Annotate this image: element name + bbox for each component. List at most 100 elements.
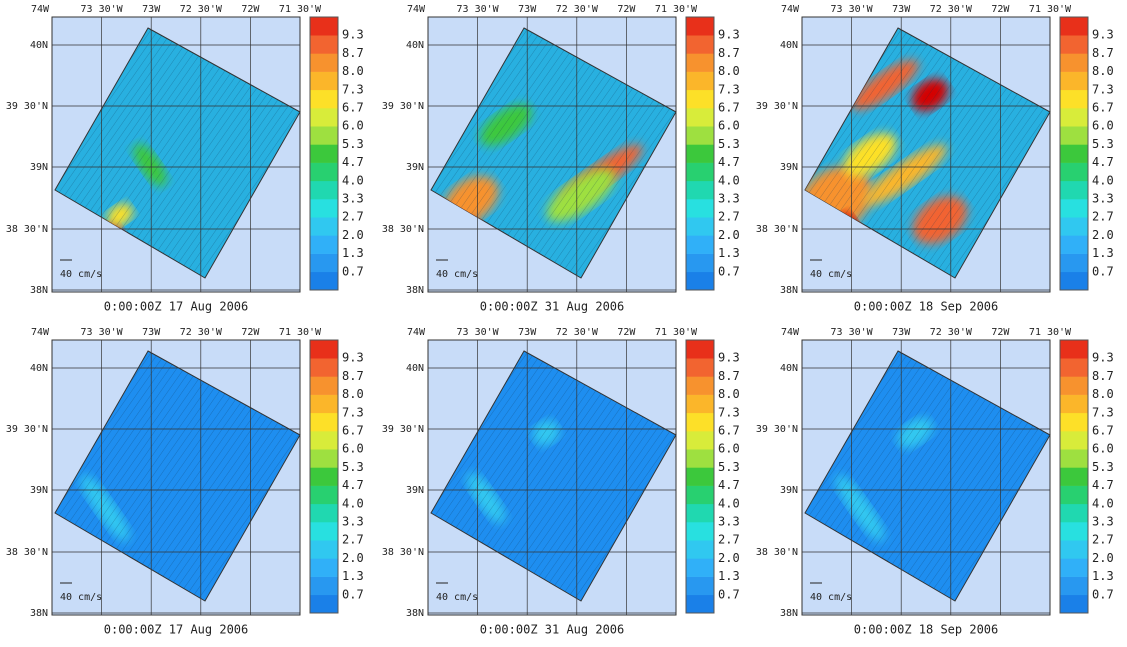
colorbar-bin	[1060, 576, 1088, 596]
colorbar-bin	[310, 412, 338, 432]
colorbar-label: 1.3	[342, 246, 364, 260]
lat-label: 38 30'N	[6, 547, 48, 558]
map-panel: 74W 73 30'W 73W 72 30'W 72W 71 30'W 40N 39 30'N…	[756, 4, 1114, 314]
lon-label: 73W	[518, 4, 537, 15]
colorbar-bin	[686, 71, 714, 91]
colorbar-bin	[310, 180, 338, 200]
colorbar-bin	[1060, 558, 1088, 577]
colorbar-label: 8.0	[718, 387, 740, 401]
colorbar-label: 2.0	[1092, 551, 1114, 565]
lat-label: 40N	[406, 40, 424, 51]
caption: 0:00:00Z 31 Aug 2006	[480, 623, 625, 637]
colorbar-bin	[310, 485, 338, 505]
colorbar-bin	[686, 199, 714, 218]
caption: 0:00:00Z 17 Aug 2006	[104, 623, 249, 637]
colorbar-bin	[686, 271, 714, 291]
colorbar-label: 6.0	[718, 119, 740, 133]
colorbar-bin	[1060, 340, 1088, 359]
colorbar-label: 2.7	[1092, 533, 1114, 547]
colorbar-label: 9.3	[342, 28, 364, 42]
colorbar-label: 9.3	[718, 28, 740, 42]
colorbar: 0.7 1.3 2.0 2.7 3.3 4.0 4.7 5.3 6.0 6.7 7.3 8.0 8.7 9…	[685, 16, 740, 291]
colorbar-label: 1.3	[718, 246, 740, 260]
colorbar-label: 6.7	[1092, 424, 1114, 438]
colorbar-label: 9.3	[1092, 351, 1114, 365]
colorbar-bin	[1060, 253, 1088, 273]
colorbar-bin	[1060, 485, 1088, 505]
lon-label: 74W	[781, 4, 800, 15]
colorbar-bin	[310, 594, 338, 614]
caption: 0:00:00Z 17 Aug 2006	[104, 300, 249, 314]
colorbar-bin	[1060, 358, 1088, 377]
colorbar-bin	[1060, 394, 1088, 414]
colorbar-label: 2.0	[342, 551, 364, 565]
colorbar-label: 5.3	[718, 137, 740, 151]
colorbar-label: 9.3	[718, 351, 740, 365]
colorbar-label: 6.7	[342, 424, 364, 438]
colorbar-label: 6.0	[342, 119, 364, 133]
colorbar-label: 3.3	[1092, 192, 1114, 206]
velocity-vectors	[431, 28, 676, 278]
colorbar-label: 7.3	[718, 82, 740, 96]
lat-label: 39 30'N	[6, 101, 48, 112]
lon-label: 72W	[991, 327, 1010, 338]
map-panel: 74W 73 30'W 73W 72 30'W 72W 71 30'W 40N 39 30'N…	[756, 327, 1114, 637]
colorbar-bin	[310, 199, 338, 218]
colorbar-bin	[686, 235, 714, 254]
lat-label: 38N	[30, 608, 48, 619]
colorbar-label: 0.7	[342, 587, 364, 601]
lat-label: 39N	[406, 485, 424, 496]
colorbar-label: 7.3	[718, 405, 740, 419]
lat-label: 38N	[780, 285, 798, 296]
colorbar-label: 8.7	[718, 46, 740, 60]
caption: 0:00:00Z 18 Sep 2006	[854, 623, 999, 637]
colorbar-label: 4.7	[718, 478, 740, 492]
colorbar: 0.7 1.3 2.0 2.7 3.3 4.0 4.7 5.3 6.0 6.7 7.3 8.0 8.7 9…	[685, 339, 740, 614]
lon-label: 74W	[31, 327, 50, 338]
scale-label: 40 cm/s	[436, 269, 478, 280]
colorbar-bin	[310, 17, 338, 36]
colorbar-bin	[686, 89, 714, 109]
colorbar-label: 4.0	[718, 173, 740, 187]
colorbar-frame	[685, 339, 715, 614]
lon-label: 73 30'W	[81, 4, 124, 15]
colorbar-bin	[1060, 217, 1088, 236]
colorbar-bin	[686, 358, 714, 377]
colorbar-label: 4.7	[342, 478, 364, 492]
colorbar-bin	[310, 108, 338, 127]
colorbar-label: 4.0	[718, 496, 740, 510]
lon-label: 71 30'W	[279, 327, 322, 338]
colorbar-frame	[309, 16, 339, 291]
colorbar-bin	[1060, 522, 1088, 541]
colorbar-bin	[1060, 594, 1088, 614]
lon-label: 72W	[241, 327, 260, 338]
lat-label: 38N	[30, 285, 48, 296]
velocity-vectors	[431, 351, 676, 601]
colorbar-bin	[1060, 162, 1088, 182]
colorbar-label: 5.3	[342, 137, 364, 151]
colorbar-label: 2.0	[718, 551, 740, 565]
colorbar: 0.7 1.3 2.0 2.7 3.3 4.0 4.7 5.3 6.0 6.7 7.3 8.0 8.7 9…	[309, 339, 364, 614]
velocity-vectors	[805, 351, 1050, 601]
colorbar-label: 5.3	[1092, 137, 1114, 151]
colorbar-label: 5.3	[718, 460, 740, 474]
colorbar-bin	[1060, 108, 1088, 127]
colorbar-bin	[686, 558, 714, 577]
colorbar-bin	[686, 53, 714, 72]
colorbar-label: 4.7	[1092, 478, 1114, 492]
lon-label: 73W	[142, 327, 161, 338]
colorbar-frame	[1059, 339, 1089, 614]
colorbar-frame	[1059, 16, 1089, 291]
colorbar-bin	[1060, 17, 1088, 36]
lon-label: 73W	[518, 327, 537, 338]
colorbar-bin	[310, 126, 338, 145]
colorbar-label: 8.0	[342, 387, 364, 401]
lon-label: 74W	[31, 4, 50, 15]
lat-label: 38N	[780, 608, 798, 619]
colorbar-bin	[686, 394, 714, 414]
colorbar-label: 8.7	[1092, 369, 1114, 383]
scale-label: 40 cm/s	[810, 592, 852, 603]
colorbar-bin	[1060, 71, 1088, 91]
lon-label: 72W	[617, 4, 636, 15]
colorbar-bin	[686, 108, 714, 127]
